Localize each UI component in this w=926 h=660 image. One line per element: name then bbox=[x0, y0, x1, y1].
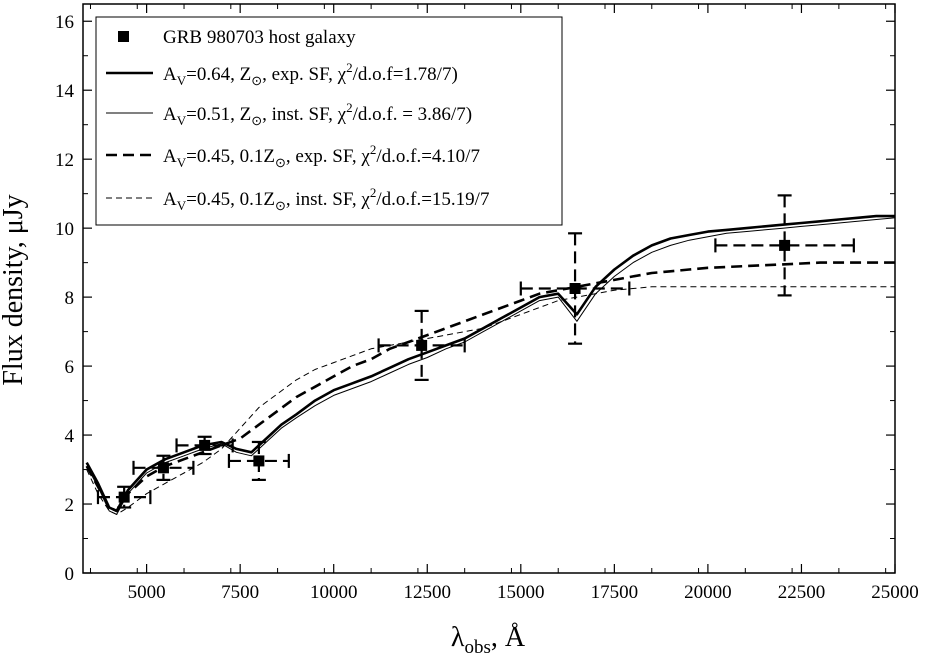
x-tick-label: 20000 bbox=[684, 582, 732, 603]
x-axis-title-main: λ bbox=[451, 622, 465, 653]
legend-label-1: AV=0.64, Z⊙, exp. SF, χ2/d.o.f=1.78/7) bbox=[163, 60, 458, 88]
data-point-2 bbox=[157, 462, 169, 474]
x-tick-label: 17500 bbox=[591, 582, 639, 603]
y-tick-label: 4 bbox=[65, 426, 75, 447]
series-line-2 bbox=[86, 217, 896, 515]
data-point-5 bbox=[416, 339, 428, 351]
x-tick-label: 7500 bbox=[221, 582, 259, 603]
x-tick-label: 22500 bbox=[778, 582, 826, 603]
x-tick-label: 25000 bbox=[871, 582, 919, 603]
y-tick-label: 0 bbox=[65, 564, 75, 585]
photometry-points bbox=[96, 194, 855, 509]
legend-label-4: AV=0.45, 0.1Z⊙, inst. SF, χ2/d.o.f.=15.1… bbox=[163, 185, 489, 213]
x-tick-label: 12500 bbox=[404, 582, 452, 603]
data-point-6 bbox=[569, 283, 581, 294]
x-tick-label: 5000 bbox=[128, 582, 166, 603]
data-point-3 bbox=[199, 439, 211, 451]
legend-label-2: AV=0.51, Z⊙, inst. SF, χ2/d.o.f. = 3.86/… bbox=[163, 100, 472, 128]
plot-frame bbox=[82, 3, 896, 574]
series-line-3 bbox=[85, 261, 895, 513]
legend-label-points: GRB 980703 host galaxy bbox=[163, 27, 356, 48]
legend-box bbox=[95, 16, 563, 226]
data-point-1 bbox=[118, 491, 130, 503]
y-axis-title: Flux density, μJy bbox=[0, 194, 29, 385]
series-line-4 bbox=[86, 286, 895, 515]
legend-label-3: AV=0.45, 0.1Z⊙, exp. SF, χ2/d.o.f.=4.10/… bbox=[163, 142, 480, 170]
data-point-7 bbox=[779, 239, 791, 251]
data-point-4 bbox=[253, 455, 265, 467]
series-line-1 bbox=[85, 214, 895, 513]
x-axis-title-tail: , Å bbox=[491, 622, 526, 653]
x-axis-title-sub: obs bbox=[464, 637, 490, 658]
y-tick-label: 14 bbox=[55, 81, 75, 102]
x-tick-label: 10000 bbox=[310, 582, 358, 603]
y-tick-label: 12 bbox=[55, 150, 74, 171]
x-axis-title: λobs, Å bbox=[451, 622, 526, 658]
legend-marker-points bbox=[118, 31, 129, 42]
legend: GRB 980703 host galaxy AV=0.64, Z⊙, exp.… bbox=[95, 16, 563, 226]
y-tick-label: 6 bbox=[65, 357, 75, 378]
axis-ticks: 5000 7500 10000 12500 15000 17500 20000 22500 25… bbox=[55, 4, 919, 603]
x-tick-label: 15000 bbox=[497, 582, 545, 603]
y-tick-label: 16 bbox=[55, 12, 74, 33]
model-curves bbox=[85, 214, 896, 515]
y-tick-label: 8 bbox=[65, 288, 75, 309]
y-tick-label: 10 bbox=[55, 219, 74, 240]
y-tick-label: 2 bbox=[65, 495, 75, 516]
